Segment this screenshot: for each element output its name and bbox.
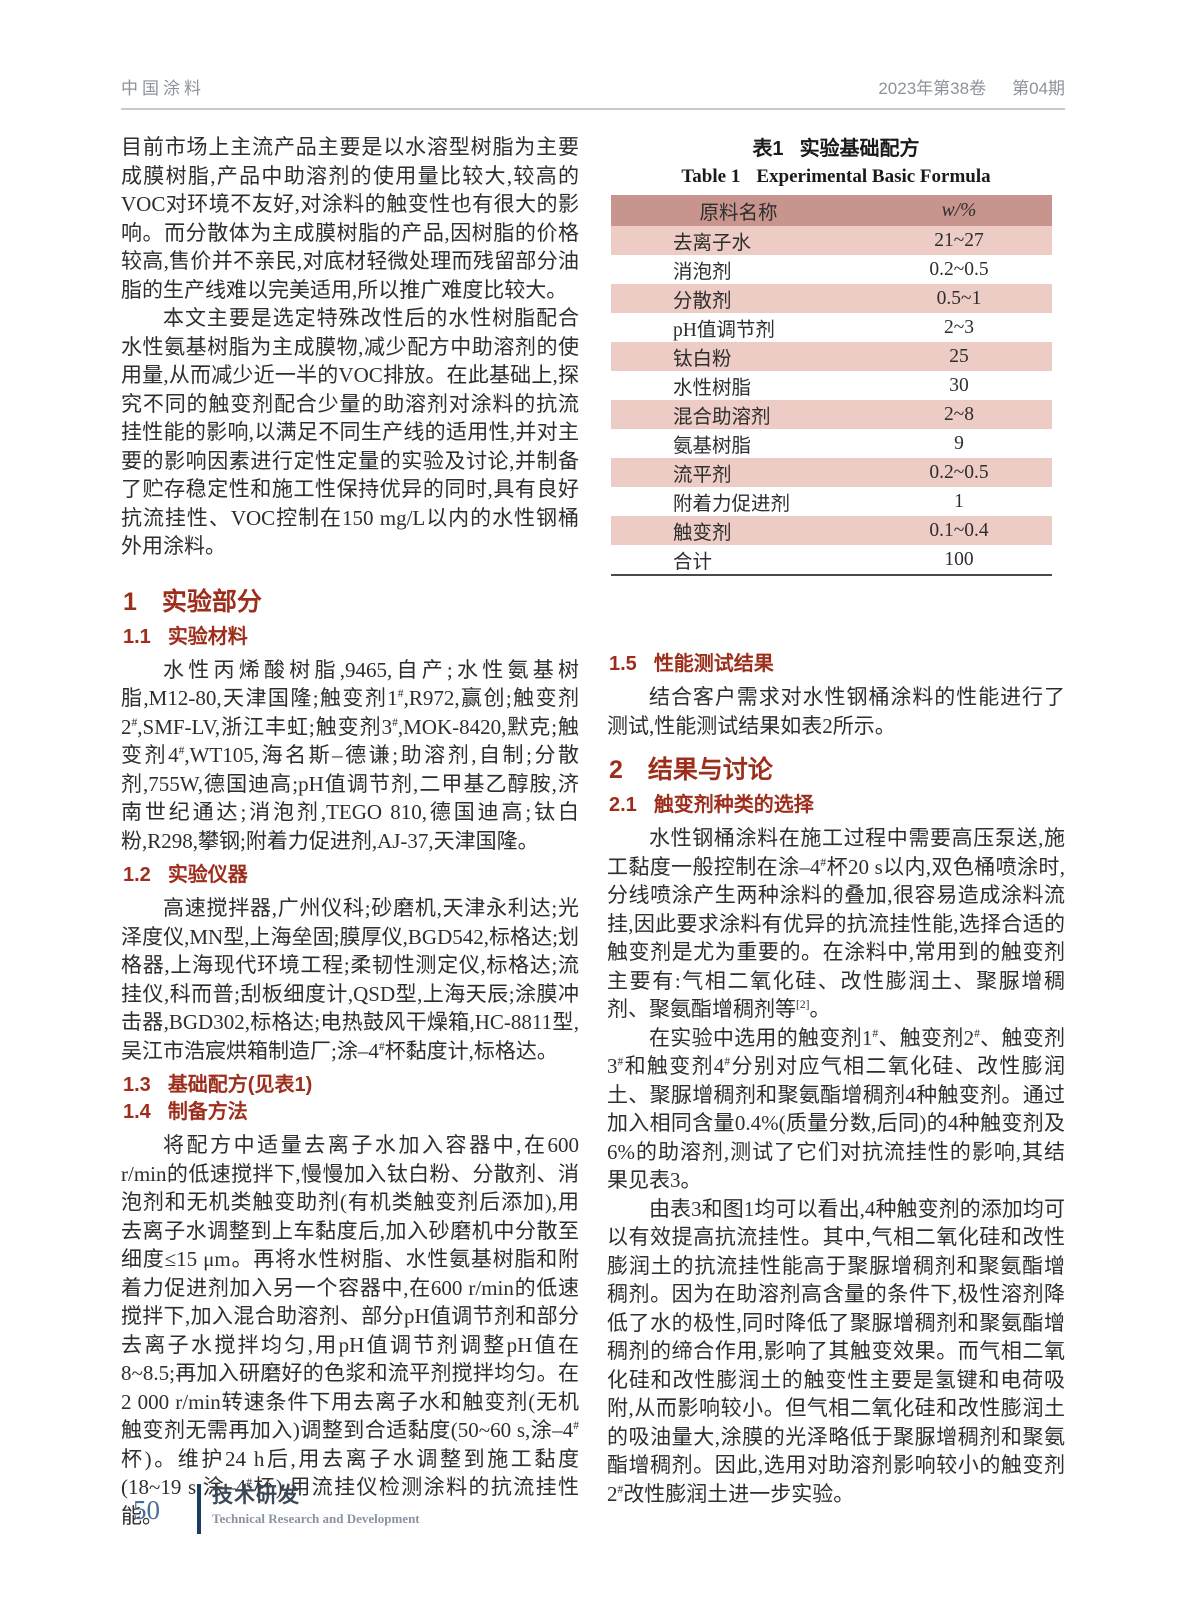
- table1-caption-en-title: Experimental Basic Formula: [756, 166, 991, 187]
- section-number: 2.1: [609, 794, 637, 816]
- section-heading-1-3: 1.3 基础配方(见表1): [123, 1073, 579, 1098]
- ingredient-value-cell: 9: [954, 432, 964, 454]
- table-header-row: 原料名称 w/%: [611, 195, 1052, 226]
- ingredient-name-cell: 消泡剂: [673, 262, 732, 283]
- section-title: 结果与讨论: [647, 756, 773, 784]
- ingredient-value-cell: 2~8: [943, 403, 975, 425]
- table-row: pH值调节剂 2~3: [611, 313, 1052, 342]
- table-row: 氨基树脂 9: [611, 429, 1052, 458]
- ingredient-value-cell: 30: [949, 374, 969, 396]
- footer-divider-bar: [197, 1484, 201, 1534]
- table1-caption-zh-title: 实验基础配方: [799, 138, 920, 160]
- volume-label: 2023年第38卷: [878, 79, 987, 98]
- page-footer: 50 技术研发 Technical Research and Developme…: [133, 1484, 420, 1534]
- table1-caption-zh: 表1 实验基础配方: [607, 136, 1065, 162]
- column-header-weight-percent: w/%: [866, 195, 1052, 226]
- table-row: 合计 100: [611, 545, 1052, 576]
- intro-paragraph-2: 本文主要是选定特殊改性后的水性树脂配合水性氨基树脂为主成膜物,减少配方中助溶剂的…: [121, 306, 579, 558]
- ingredient-name-cell: 去离子水: [673, 233, 752, 254]
- table-row: 附着力促进剂 1: [611, 487, 1052, 516]
- ingredient-name-cell: 合计: [611, 545, 866, 576]
- discussion-paragraph-3: 由表3和图1均可以看出,4种触变剂的添加均可以有效提高抗流挂性。其中,气相二氧化…: [607, 1196, 1065, 1506]
- section-title: 实验部分: [161, 587, 262, 616]
- ingredient-value-cell: 0.2~0.5: [929, 461, 989, 483]
- section-heading-2: 2 结果与讨论: [609, 755, 1065, 785]
- page-number: 50: [133, 1495, 160, 1525]
- ingredient-value-cell: 21~27: [934, 229, 984, 251]
- footer-column-title-en: Technical Research and Development: [212, 1511, 420, 1527]
- intro-paragraph-1: 目前市场上主流产品主要是以水溶型树脂为主要成膜树脂,产品中助溶剂的使用量比较大,…: [121, 135, 579, 302]
- section-title: 基础配方(见表1): [167, 1074, 313, 1096]
- column-header-ingredient: 原料名称: [611, 195, 866, 226]
- ingredient-value-cell: 2~3: [943, 316, 975, 338]
- formula-table: 原料名称 w/% 去离子水 21~27 消泡剂 0.2~0.5: [611, 195, 1052, 576]
- section-heading-2-1: 2.1 触变剂种类的选择: [609, 793, 1065, 818]
- page-body: 目前市场上主流产品主要是以水溶型树脂为主要成膜树脂,产品中助溶剂的使用量比较大,…: [121, 133, 1065, 1530]
- ingredient-name-cell: 钛白粉: [673, 349, 732, 370]
- table-row: 消泡剂 0.2~0.5: [611, 255, 1052, 284]
- running-header: 中国涂料 2023年第38卷 第04期: [121, 74, 1065, 110]
- section-number: 1: [123, 587, 137, 616]
- discussion-paragraph-1: 水性钢桶涂料在施工过程中需要高压泵送,施工黏度一般控制在涂–4#杯20 s以内,…: [607, 826, 1066, 1021]
- section-heading-1-5: 1.5 性能测试结果: [609, 652, 1065, 677]
- ingredient-name-cell: 水性树脂: [673, 378, 752, 399]
- ingredient-name-cell: 触变剂: [673, 523, 732, 544]
- ingredient-value-cell: 0.5~1: [936, 287, 982, 309]
- table-row: 水性树脂 30: [611, 371, 1052, 400]
- ingredient-value-cell: 25: [949, 345, 969, 367]
- table-row: 分散剂 0.5~1: [611, 284, 1052, 313]
- ingredient-name-cell: 附着力促进剂: [673, 494, 791, 515]
- right-column: 表1 实验基础配方 Table 1 Experimental Basic Formu…: [607, 133, 1065, 1530]
- ingredient-name-cell: 氨基树脂: [673, 436, 752, 457]
- issue-info: 2023年第38卷 第04期: [878, 74, 1065, 99]
- section-number: 1.4: [123, 1101, 151, 1123]
- section-number: 1.3: [123, 1074, 151, 1096]
- table-row: 流平剂 0.2~0.5: [611, 458, 1052, 487]
- footer-column-titles: 技术研发 Technical Research and Development: [212, 1484, 420, 1527]
- left-column: 目前市场上主流产品主要是以水溶型树脂为主要成膜树脂,产品中助溶剂的使用量比较大,…: [121, 133, 579, 1530]
- section-number: 2: [609, 756, 623, 784]
- table1-caption-zh-label: 表1: [752, 138, 784, 160]
- section-number: 1.2: [123, 864, 151, 886]
- ingredient-value-cell: 0.1~0.4: [929, 519, 989, 541]
- instruments-paragraph: 高速搅拌器,广州仪科;砂磨机,天津永利达;光泽度仪,MN型,上海垒固;膜厚仪,B…: [121, 896, 579, 1063]
- table-row: 去离子水 21~27: [611, 226, 1052, 255]
- section-heading-1-4: 1.4 制备方法: [123, 1100, 579, 1125]
- table-row: 触变剂 0.1~0.4: [611, 516, 1052, 545]
- ingredient-name-cell: 分散剂: [673, 291, 732, 312]
- ingredient-name-cell: 流平剂: [673, 465, 732, 486]
- ingredient-value-cell: 0.2~0.5: [929, 258, 989, 280]
- discussion-paragraph-2: 在实验中选用的触变剂1#、触变剂2#、触变剂3#和触变剂4#分别对应气相二氧化硅…: [607, 1025, 1066, 1193]
- section-number: 1.1: [123, 625, 151, 648]
- section-title: 制备方法: [167, 1101, 248, 1123]
- formula-table-body: 去离子水 21~27 消泡剂 0.2~0.5 分散剂 0.5~1: [611, 226, 1052, 576]
- section-number: 1.5: [609, 653, 637, 675]
- ingredient-name-cell: pH值调节剂: [673, 320, 775, 341]
- section-heading-1: 1 实验部分: [123, 587, 579, 617]
- section-title: 实验材料: [167, 625, 248, 648]
- table-row: 钛白粉 25: [611, 342, 1052, 371]
- issue-label: 第04期: [1012, 79, 1065, 98]
- journal-name: 中国涂料: [121, 79, 205, 98]
- footer-column-title: 技术研发: [212, 1484, 300, 1507]
- section-title: 实验仪器: [167, 864, 248, 886]
- table-row: 混合助溶剂 2~8: [611, 400, 1052, 429]
- ingredient-value-cell: 1: [954, 490, 964, 512]
- formula-table-head: 原料名称 w/%: [611, 195, 1052, 226]
- method-paragraph: 将配方中适量去离子水加入容器中,在600 r/min的低速搅拌下,慢慢加入钛白粉…: [121, 1133, 579, 1528]
- table1-caption-en-label: Table 1: [681, 166, 741, 187]
- section-title: 性能测试结果: [653, 653, 774, 675]
- section-heading-1-1: 1.1 实验材料: [123, 625, 579, 650]
- section-title: 触变剂种类的选择: [653, 794, 814, 816]
- ingredient-name-cell: 混合助溶剂: [673, 407, 771, 428]
- table1-caption-en: Table 1 Experimental Basic Formula: [607, 164, 1065, 189]
- section-heading-1-2: 1.2 实验仪器: [123, 863, 579, 888]
- ingredient-value-cell: 100: [866, 545, 1052, 576]
- materials-paragraph: 水性丙烯酸树脂,9465,自产;水性氨基树脂,M12-80,天津国隆;触变剂1#…: [121, 657, 579, 853]
- performance-paragraph: 结合客户需求对水性钢桶涂料的性能进行了测试,性能测试结果如表2所示。: [607, 685, 1065, 738]
